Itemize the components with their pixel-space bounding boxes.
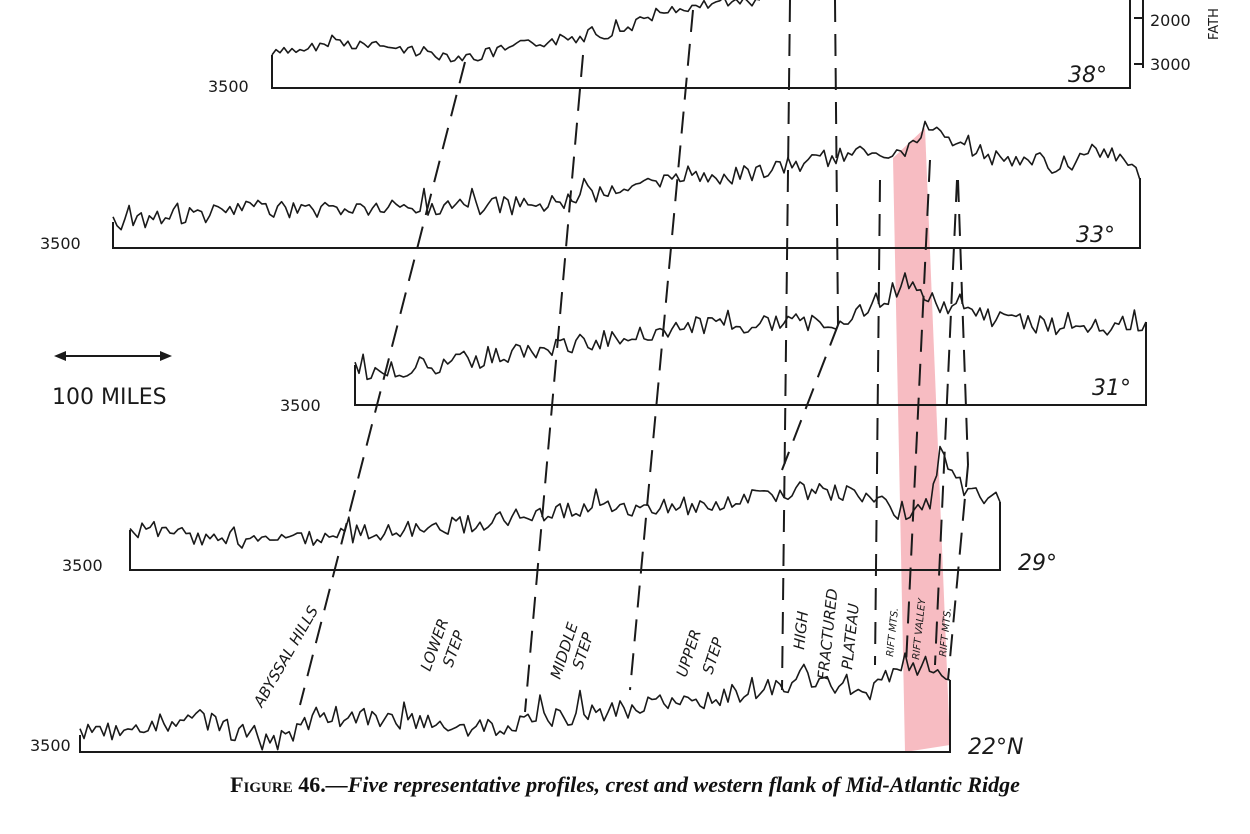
boundary-line-1 xyxy=(299,61,466,706)
depth-label-31: 3500 xyxy=(280,396,321,415)
profile-trace-31 xyxy=(354,272,1147,381)
figure-caption: Figure 46.—Five representative profiles,… xyxy=(0,772,1250,798)
depth-label-33: 3500 xyxy=(40,234,81,253)
depth-label-22: 3500 xyxy=(30,736,71,755)
profile-frame-22 xyxy=(79,680,951,753)
profile-trace-22 xyxy=(79,652,951,751)
depth-scale-unit: FATH xyxy=(1207,8,1222,40)
zone-label-plateau-3: PLATEAU xyxy=(838,602,863,670)
profile-frame-38 xyxy=(271,0,1131,89)
boundary-line-9 xyxy=(934,179,958,666)
zone-label-plateau-1: HIGH xyxy=(790,610,812,650)
profile-frame-29 xyxy=(129,502,1001,571)
depth-scale-tick-2000: 2000 xyxy=(1150,11,1191,30)
caption-figure-number: Figure 46. xyxy=(230,772,326,797)
latitude-label-31: 31° xyxy=(1092,376,1131,401)
zone-label-upper-step-2: STEP xyxy=(699,634,728,676)
latitude-label-38: 38° xyxy=(1068,63,1107,88)
profile-trace-33 xyxy=(112,120,1141,231)
profile-trace-38 xyxy=(271,0,760,63)
profile-frames xyxy=(79,0,1147,753)
profiles-figure: 3500 3500 3500 3500 3500 38° 33° 31° 29°… xyxy=(30,0,1222,760)
caption-text: —Five representative profiles, crest and… xyxy=(325,772,1020,797)
boundary-line-6 xyxy=(781,324,839,471)
profile-frame-33 xyxy=(112,178,1141,249)
distance-scale-label: 100 MILES xyxy=(52,385,167,410)
boundary-line-4 xyxy=(781,0,791,691)
boundary-line-3 xyxy=(629,9,694,691)
boundary-line-2 xyxy=(524,54,584,713)
boundary-line-8 xyxy=(905,159,931,666)
zone-label-rift-mts-west: RIFT MTS. xyxy=(885,607,901,657)
zone-label-rift-mts-east: RIFT MTS. xyxy=(938,607,954,657)
zone-boundary-lines xyxy=(299,0,969,713)
profile-trace-29 xyxy=(129,445,1001,549)
boundary-line-5 xyxy=(834,0,839,326)
depth-label-29: 3500 xyxy=(62,556,103,575)
boundary-line-11 xyxy=(947,464,969,681)
depth-scale: 2000 3000 FATH xyxy=(1134,0,1222,74)
latitude-label-29: 29° xyxy=(1018,551,1057,576)
latitude-label-22: 22°N xyxy=(968,735,1023,760)
boundary-line-10 xyxy=(957,179,969,466)
depth-scale-tick-3000: 3000 xyxy=(1150,55,1191,74)
boundary-line-7 xyxy=(874,179,881,666)
profile-frame-31 xyxy=(354,322,1147,406)
distance-scale: 100 MILES xyxy=(52,351,172,410)
depth-label-38: 3500 xyxy=(208,77,249,96)
latitude-label-33: 33° xyxy=(1076,223,1115,248)
